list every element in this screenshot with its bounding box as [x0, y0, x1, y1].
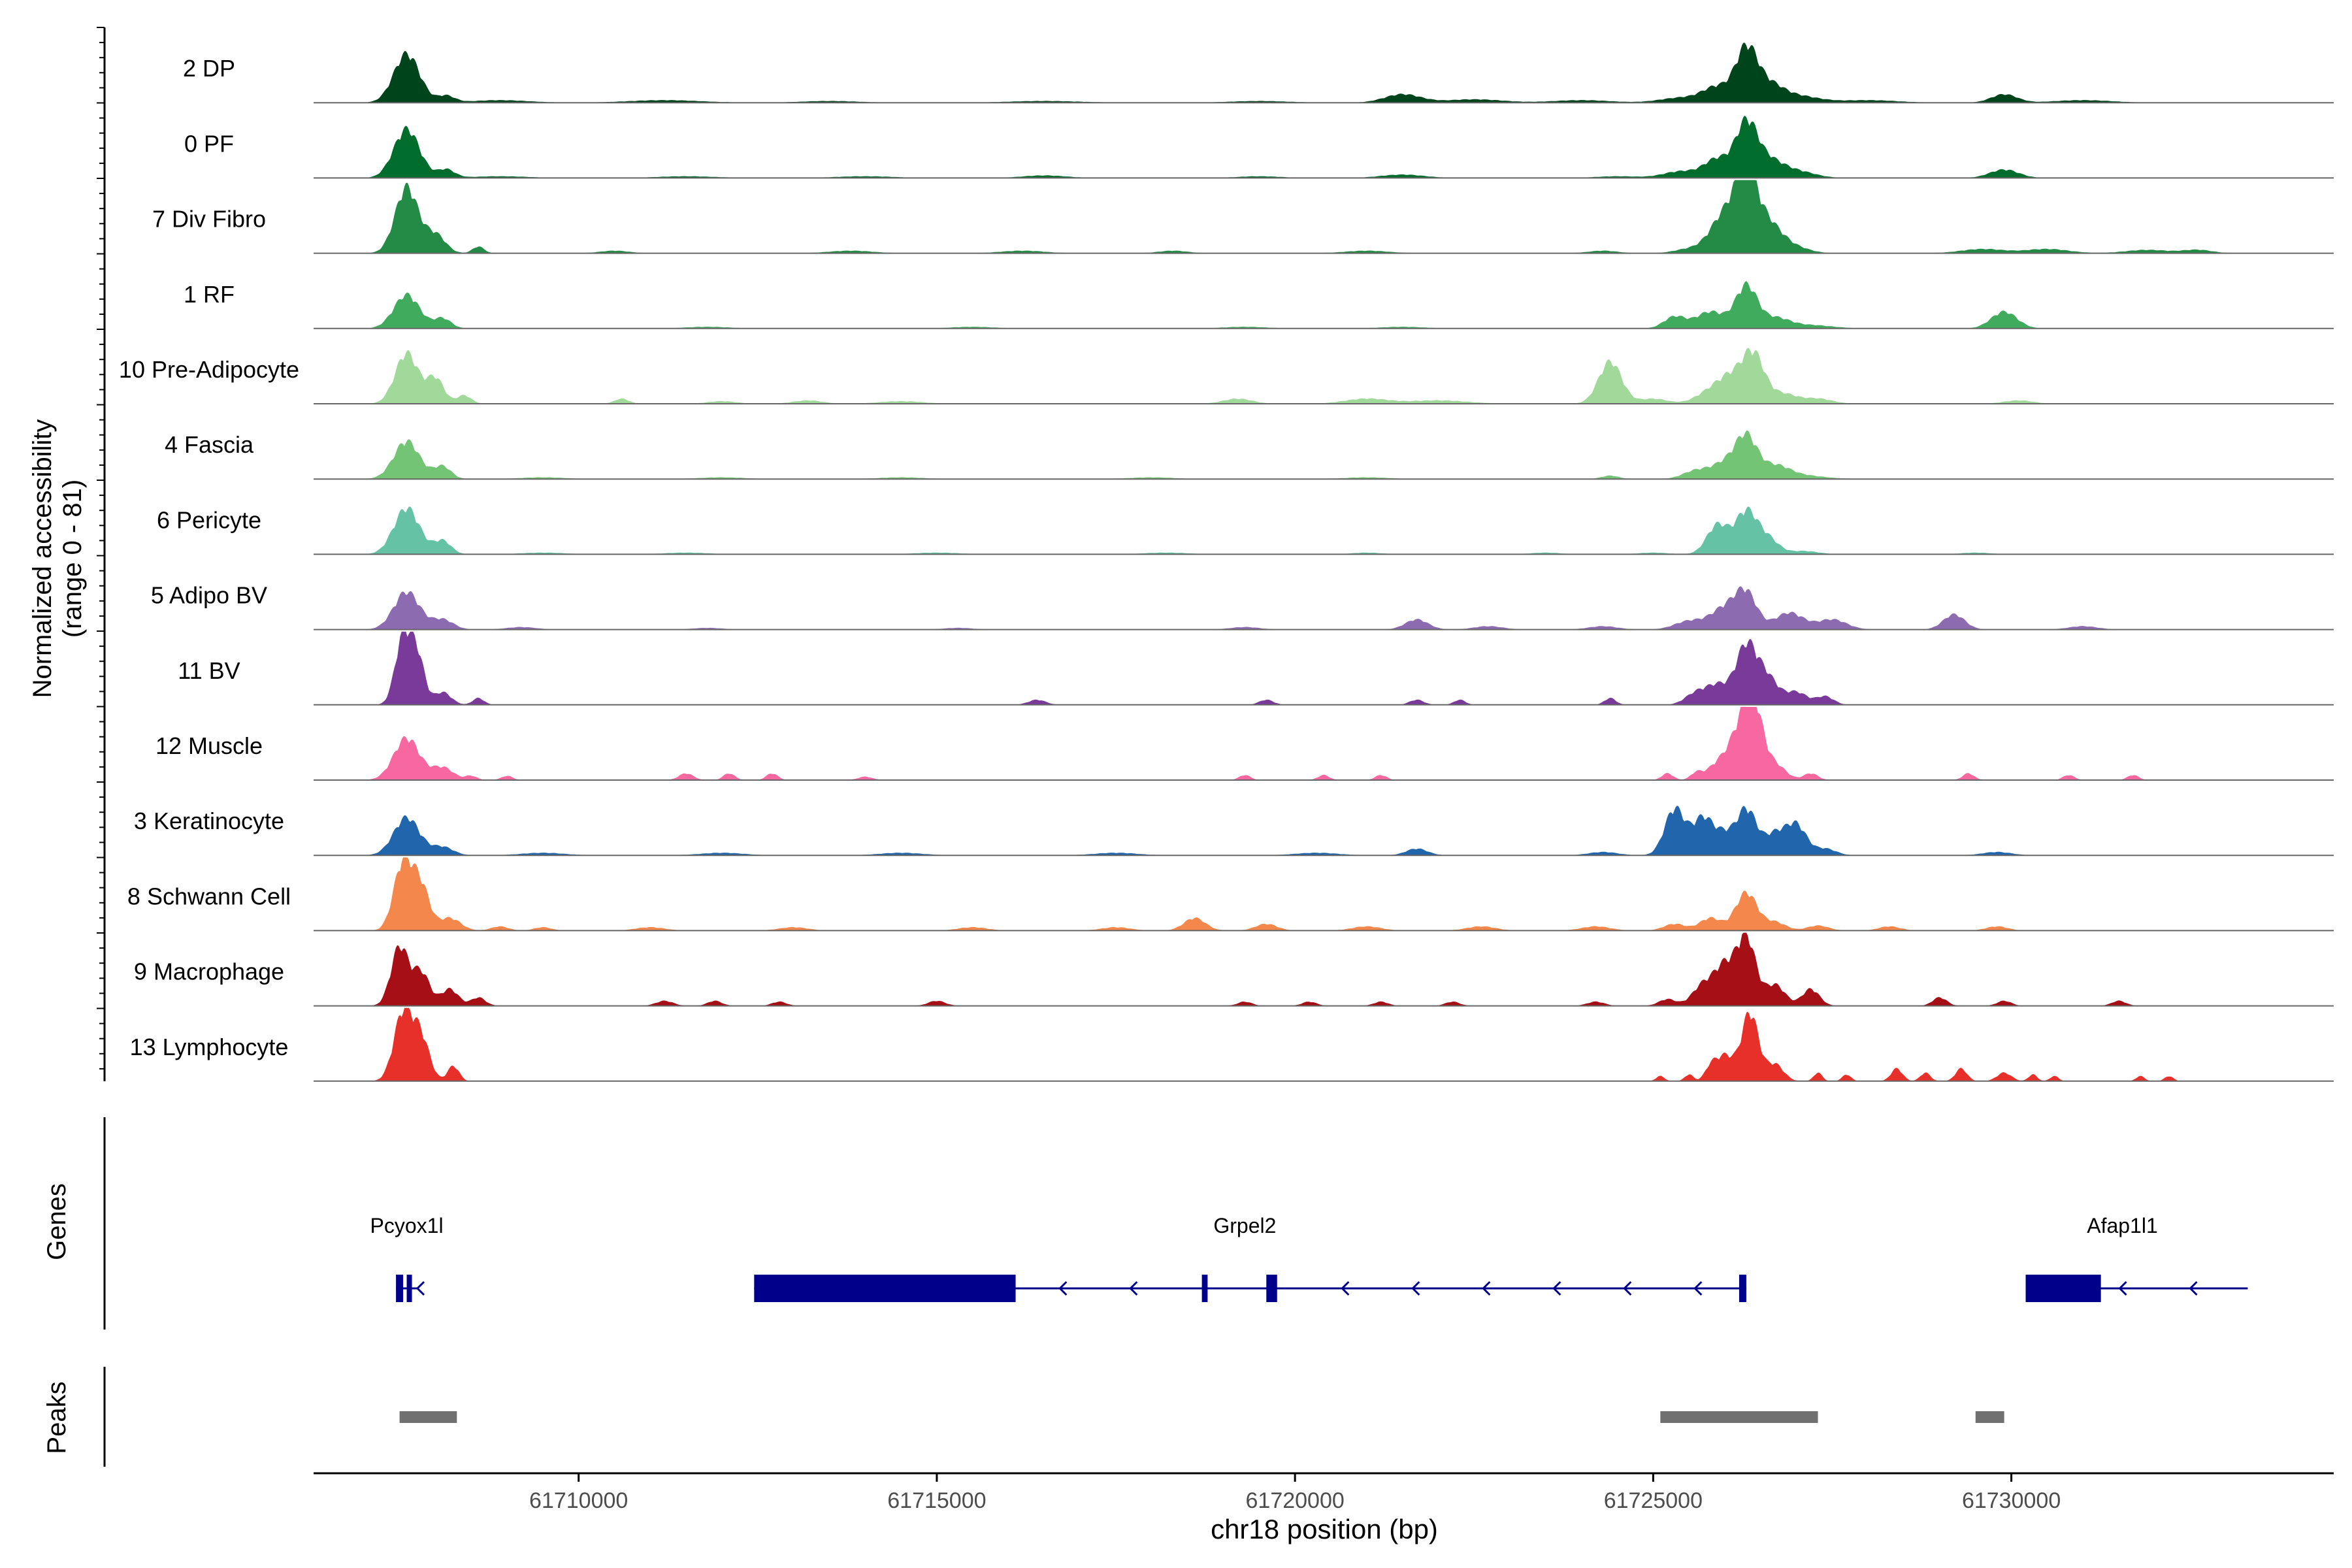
coverage-area-13-lymphocyte — [314, 1007, 2334, 1081]
coverage-area-7-div-fibro — [314, 180, 2334, 253]
track-label-3-keratinocyte: 3 Keratinocyte — [134, 808, 284, 834]
x-axis: 61710000 61715000 61720000 61725000 61730000 — [314, 1472, 2334, 1513]
strand-arrow — [2118, 1281, 2127, 1296]
strand-arrow — [1129, 1281, 1138, 1296]
peak-region — [1975, 1411, 2004, 1423]
gene-exon — [2025, 1275, 2101, 1302]
strand-arrow — [1058, 1281, 1068, 1296]
gene-exon — [406, 1275, 412, 1302]
track-label-0-pf: 0 PF — [184, 130, 234, 157]
y-axis-title-line1: Normalized accessibility — [28, 419, 57, 698]
peaks-panel — [103, 1367, 2004, 1467]
track-label-4-fascia: 4 Fascia — [165, 431, 254, 458]
track-label-13-lymphocyte: 13 Lymphocyte — [130, 1034, 289, 1060]
peak-region — [1660, 1411, 1818, 1423]
track-label-5-adipo-bv: 5 Adipo BV — [151, 582, 267, 609]
track-7-div-fibro: 7 Div Fibro — [152, 180, 2334, 254]
genes-panel-label: Genes — [42, 1183, 71, 1260]
track-label-11-bv: 11 BV — [178, 657, 240, 684]
strand-arrow — [1411, 1281, 1420, 1296]
track-label-7-div-fibro: 7 Div Fibro — [152, 206, 266, 233]
coverage-area-5-adipo-bv — [314, 586, 2334, 630]
x-axis-title: chr18 position (bp) — [1211, 1514, 1438, 1544]
y-axis — [97, 27, 106, 1081]
track-4-fascia: 4 Fascia — [165, 430, 2334, 480]
coverage-area-2-dp — [314, 42, 2334, 103]
strand-arrow — [1341, 1281, 1350, 1296]
track-3-keratinocyte: 3 Keratinocyte — [134, 806, 2334, 857]
gene-afap1l1: Afap1l1 — [2025, 1214, 2248, 1302]
gene-exon — [1266, 1275, 1277, 1302]
genes-panel: Pcyox1l Grpel2 Afap1l1 — [103, 1117, 2248, 1330]
coverage-area-0-pf — [314, 116, 2334, 178]
track-label-2-dp: 2 DP — [183, 55, 235, 82]
strand-arrow — [1693, 1281, 1703, 1296]
coverage-area-3-keratinocyte — [314, 806, 2334, 856]
track-label-6-pericyte: 6 Pericyte — [157, 506, 261, 533]
track-11-bv: 11 BV — [178, 631, 2334, 706]
track-label-1-rf: 1 RF — [184, 281, 235, 308]
coverage-area-12-muscle — [314, 707, 2334, 780]
track-0-pf: 0 PF — [184, 116, 2334, 179]
track-9-macrophage: 9 Macrophage — [134, 932, 2334, 1007]
track-label-12-muscle: 12 Muscle — [155, 732, 263, 759]
track-10-pre-adipocyte: 10 Pre-Adipocyte — [119, 348, 2334, 404]
track-label-10-pre-adipocyte: 10 Pre-Adipocyte — [119, 356, 299, 383]
x-tick-label: 61710000 — [529, 1488, 628, 1513]
gene-label-pcyox1l: Pcyox1l — [370, 1214, 444, 1237]
gene-exon — [1201, 1275, 1208, 1302]
peaks-panel-label: Peaks — [42, 1381, 71, 1454]
track-12-muscle: 12 Muscle — [155, 707, 2334, 781]
gene-label-afap1l1: Afap1l1 — [2087, 1214, 2158, 1237]
peak-region — [399, 1411, 457, 1423]
x-tick-label: 61730000 — [1962, 1488, 2061, 1513]
coverage-area-1-rf — [314, 281, 2334, 329]
track-1-rf: 1 RF — [184, 281, 2334, 329]
y-axis-title-line2: (range 0 - 81) — [58, 480, 87, 638]
track-5-adipo-bv: 5 Adipo BV — [151, 582, 2334, 630]
strand-arrow — [2189, 1281, 2198, 1296]
x-tick-label: 61715000 — [887, 1488, 986, 1513]
track-label-8-schwann-cell: 8 Schwann Cell — [127, 883, 291, 909]
coverage-area-9-macrophage — [314, 932, 2334, 1006]
gene-exon — [396, 1275, 404, 1302]
track-8-schwann-cell: 8 Schwann Cell — [127, 857, 2334, 932]
x-tick-label: 61725000 — [1604, 1488, 1703, 1513]
track-2-dp: 2 DP — [183, 42, 2334, 104]
strand-arrow — [1482, 1281, 1491, 1296]
strand-arrow — [416, 1281, 425, 1296]
x-tick-label: 61720000 — [1246, 1488, 1345, 1513]
strand-arrow — [1623, 1281, 1632, 1296]
gene-pcyox1l: Pcyox1l — [370, 1214, 444, 1302]
gene-exon — [754, 1275, 1016, 1302]
coverage-area-8-schwann-cell — [314, 857, 2334, 931]
coverage-area-6-pericyte — [314, 506, 2334, 555]
gene-grpel2: Grpel2 — [754, 1214, 1746, 1302]
coverage-area-11-bv — [314, 631, 2334, 705]
track-6-pericyte: 6 Pericyte — [157, 506, 2334, 555]
track-13-lymphocyte: 13 Lymphocyte — [130, 1007, 2334, 1082]
coverage-area-10-pre-adipocyte — [314, 348, 2334, 404]
coverage-tracks: 2 DP 0 PF 7 Div Fibro 1 RF 10 Pre-Adipocyte 4… — [119, 42, 2334, 1082]
gene-label-grpel2: Grpel2 — [1213, 1214, 1276, 1237]
gene-exon — [1739, 1275, 1746, 1302]
coverage-area-4-fascia — [314, 430, 2334, 480]
strand-arrow — [1552, 1281, 1561, 1296]
track-label-9-macrophage: 9 Macrophage — [134, 958, 284, 985]
